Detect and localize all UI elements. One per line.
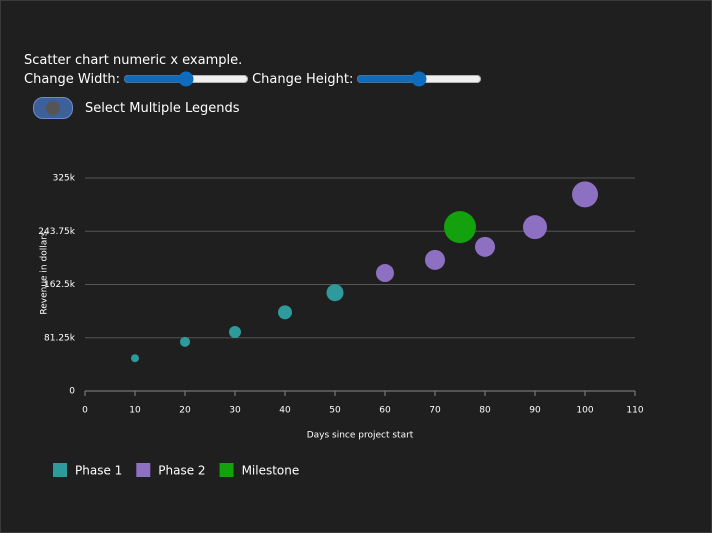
bubble (326, 284, 344, 302)
x-tick-label: 20 (179, 406, 191, 416)
x-tick-label: 90 (529, 406, 541, 416)
bubble (278, 305, 292, 320)
bubble (444, 211, 476, 244)
bubble (523, 215, 547, 240)
toggle-row: Select Multiple Legends (24, 97, 240, 119)
bubble (376, 264, 394, 283)
x-tick-label: 80 (479, 406, 491, 416)
toggle-label: Select Multiple Legends (85, 100, 240, 116)
legend-swatch (219, 463, 234, 477)
height-slider[interactable] (356, 71, 483, 87)
height-label: Change Height: (252, 71, 354, 87)
y-tick-label: 162.5k (44, 280, 76, 290)
width-slider[interactable] (123, 71, 250, 87)
x-tick-label: 10 (129, 406, 141, 416)
legend-swatch (53, 463, 67, 477)
x-tick-label: 100 (576, 406, 593, 416)
description: Scatter chart numeric x example. (24, 53, 243, 68)
legend-swatch (136, 463, 151, 477)
x-tick-label: 110 (626, 406, 643, 416)
bubble (229, 326, 241, 339)
bubble (425, 249, 445, 270)
x-tick-label: 0 (82, 406, 88, 416)
x-tick-label: 60 (379, 406, 391, 416)
legend-label: Phase 1 (75, 464, 122, 478)
y-tick-label: 325k (53, 174, 76, 184)
x-axis-title: Days since project start (307, 431, 414, 441)
width-label: Change Width: (24, 71, 121, 87)
x-tick-label: 40 (279, 406, 291, 416)
bubble (572, 181, 598, 208)
size-controls: Change Width: Change Height: (24, 71, 485, 87)
legend-label: Phase 2 (158, 464, 205, 478)
bubble (475, 236, 495, 257)
y-tick-label: 0 (69, 387, 75, 397)
legend-label: Milestone (242, 464, 300, 478)
x-tick-label: 50 (329, 406, 341, 416)
x-tick-label: 30 (229, 406, 241, 416)
toggle[interactable] (33, 97, 73, 119)
bubble (131, 354, 139, 363)
y-tick-label: 243.75k (38, 227, 75, 237)
bubble (180, 336, 190, 347)
x-tick-label: 70 (429, 406, 441, 416)
y-tick-label: 81.25k (44, 333, 76, 343)
y-axis-title: Revenue in dollars (40, 231, 50, 315)
